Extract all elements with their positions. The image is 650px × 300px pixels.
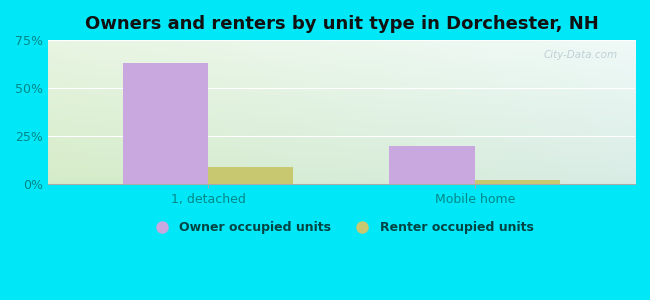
Title: Owners and renters by unit type in Dorchester, NH: Owners and renters by unit type in Dorch… [84, 15, 598, 33]
Text: City-Data.com: City-Data.com [543, 50, 618, 60]
Bar [123, 63, 208, 184]
Bar [208, 167, 293, 184]
Legend: Owner occupied units, Renter occupied units: Owner occupied units, Renter occupied un… [144, 216, 539, 239]
Bar [475, 180, 560, 184]
Bar [389, 146, 475, 184]
